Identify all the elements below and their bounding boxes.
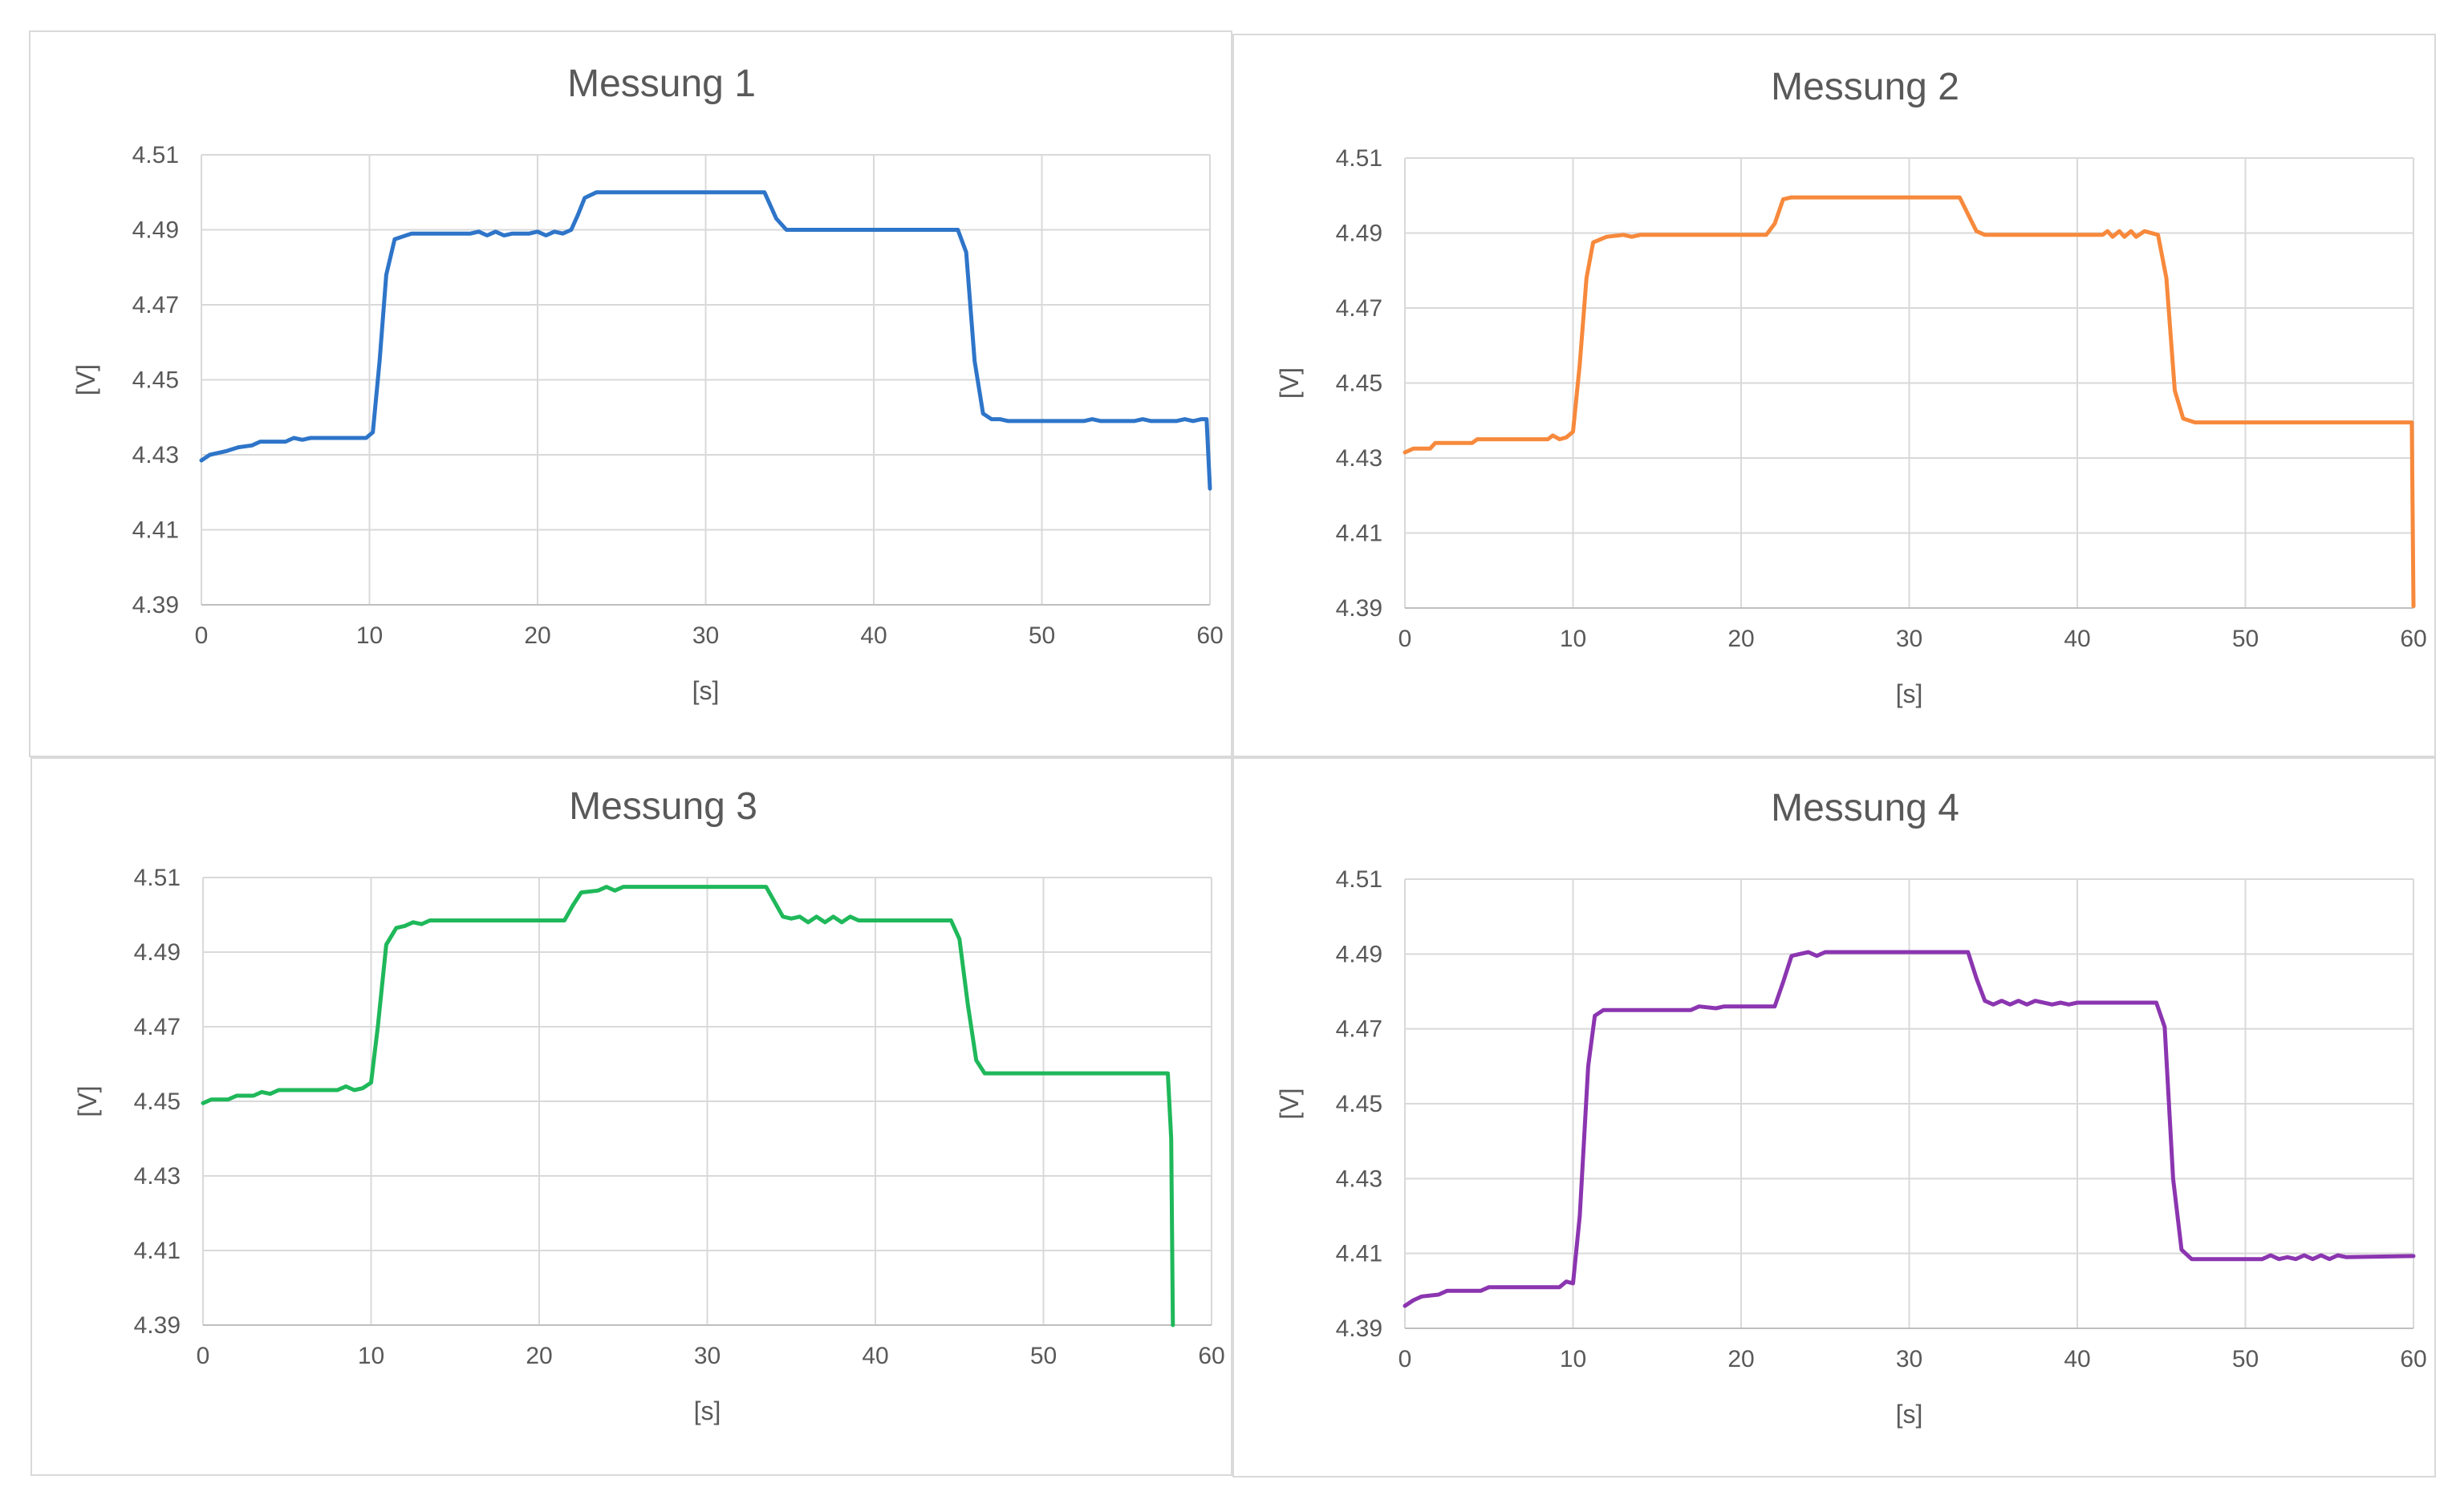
y-tick-label: 4.43 xyxy=(1336,445,1382,472)
y-tick-label: 4.51 xyxy=(134,865,181,891)
x-tick-label: 20 xyxy=(526,1343,552,1369)
y-tick-label: 4.45 xyxy=(1336,371,1382,397)
y-tick-label: 4.47 xyxy=(1336,1016,1382,1043)
x-tick-label: 10 xyxy=(1560,626,1586,652)
y-tick-label: 4.41 xyxy=(1336,1241,1382,1267)
y-axis-label: [V] xyxy=(1275,367,1304,399)
x-tick-label: 50 xyxy=(1030,1343,1057,1369)
x-tick-label: 40 xyxy=(2064,1346,2090,1372)
y-tick-label: 4.43 xyxy=(132,442,179,468)
x-tick-label: 0 xyxy=(1399,1346,1412,1372)
x-tick-label: 0 xyxy=(195,622,209,649)
y-tick-label: 4.39 xyxy=(1336,595,1382,622)
y-axis-label: [V] xyxy=(1275,1088,1304,1119)
x-tick-label: 40 xyxy=(2064,626,2090,652)
x-tick-label: 10 xyxy=(356,622,383,649)
chart-panel-messung-4: Messung 4 4.51 4.49 4.47 4.45 4.43 4.41 4.39 0 10… xyxy=(1232,757,2436,1478)
y-tick-label: 4.45 xyxy=(1336,1091,1382,1117)
y-tick-label: 4.41 xyxy=(1336,521,1382,547)
y-tick-label: 4.45 xyxy=(134,1088,181,1115)
x-tick-label: 0 xyxy=(197,1343,210,1369)
x-tick-label: 50 xyxy=(2232,626,2259,652)
series-line xyxy=(1403,950,2416,1308)
x-axis-label: [s] xyxy=(1896,1400,1923,1429)
x-tick-label: 10 xyxy=(1560,1346,1586,1372)
x-tick-label: 30 xyxy=(1896,626,1922,652)
x-tick-label: 20 xyxy=(524,622,550,649)
x-tick-label: 40 xyxy=(860,622,887,649)
chart-panel-messung-1: Messung 1 4.51 4.49 4.47 4.45 4.43 4.41 4.39 0 10… xyxy=(29,30,1232,757)
y-tick-label: 4.49 xyxy=(134,939,181,966)
y-tick-label: 4.47 xyxy=(132,292,179,318)
chart-svg: Messung 1 4.51 4.49 4.47 4.45 4.43 4.41 4.39 0 10… xyxy=(71,63,1224,705)
series-line xyxy=(1403,195,2416,609)
chart-svg: Messung 3 4.51 4.49 4.47 4.45 4.43 4.41 4.39 0 10… xyxy=(73,785,1225,1425)
x-axis-label: [s] xyxy=(1896,679,1923,708)
series-line xyxy=(199,190,1212,491)
y-tick-label: 4.47 xyxy=(134,1014,181,1040)
y-tick-label: 4.43 xyxy=(1336,1165,1382,1192)
x-axis-label: [s] xyxy=(692,676,720,705)
x-tick-label: 60 xyxy=(2400,1346,2426,1372)
y-tick-label: 4.39 xyxy=(134,1312,181,1339)
chart-panel-messung-3: Messung 3 4.51 4.49 4.47 4.45 4.43 4.41 4.39 0 10… xyxy=(30,757,1232,1476)
y-tick-label: 4.49 xyxy=(1336,221,1382,247)
x-tick-label: 30 xyxy=(1896,1346,1922,1372)
y-tick-label: 4.51 xyxy=(1336,866,1382,893)
x-tick-label: 20 xyxy=(1727,626,1754,652)
y-tick-label: 4.51 xyxy=(132,142,179,168)
chart-title: Messung 4 xyxy=(1771,787,1959,829)
x-tick-label: 60 xyxy=(1198,1343,1224,1369)
x-tick-label: 20 xyxy=(1727,1346,1754,1372)
x-tick-label: 40 xyxy=(862,1343,888,1369)
x-tick-label: 30 xyxy=(692,622,719,649)
x-axis-label: [s] xyxy=(694,1396,721,1425)
x-tick-label: 50 xyxy=(2232,1346,2259,1372)
y-tick-label: 4.39 xyxy=(132,592,179,618)
chart-title: Messung 2 xyxy=(1771,66,1959,108)
x-tick-label: 50 xyxy=(1029,622,1055,649)
y-axis-label: [V] xyxy=(73,1085,102,1117)
x-tick-label: 60 xyxy=(2400,626,2426,652)
y-tick-label: 4.43 xyxy=(134,1163,181,1190)
chart-svg: Messung 4 4.51 4.49 4.47 4.45 4.43 4.41 4.39 0 10… xyxy=(1275,787,2427,1429)
x-tick-label: 30 xyxy=(694,1343,721,1369)
x-tick-label: 10 xyxy=(358,1343,384,1369)
y-tick-label: 4.41 xyxy=(134,1238,181,1264)
y-tick-label: 4.41 xyxy=(132,517,179,544)
y-tick-label: 4.49 xyxy=(132,217,179,244)
series-line xyxy=(201,885,1175,1328)
y-tick-label: 4.51 xyxy=(1336,145,1382,172)
chart-svg: Messung 2 4.51 4.49 4.47 4.45 4.43 4.41 4.39 0 10… xyxy=(1275,66,2427,708)
y-tick-label: 4.49 xyxy=(1336,941,1382,967)
chart-panel-messung-2: Messung 2 4.51 4.49 4.47 4.45 4.43 4.41 4.39 0 10… xyxy=(1232,34,2436,757)
x-tick-label: 60 xyxy=(1196,622,1223,649)
chart-title: Messung 1 xyxy=(567,63,756,105)
chart-title: Messung 3 xyxy=(569,785,757,828)
y-tick-label: 4.47 xyxy=(1336,295,1382,322)
x-tick-label: 0 xyxy=(1399,626,1412,652)
y-tick-label: 4.39 xyxy=(1336,1315,1382,1342)
y-tick-label: 4.45 xyxy=(132,367,179,394)
y-axis-label: [V] xyxy=(71,364,100,395)
